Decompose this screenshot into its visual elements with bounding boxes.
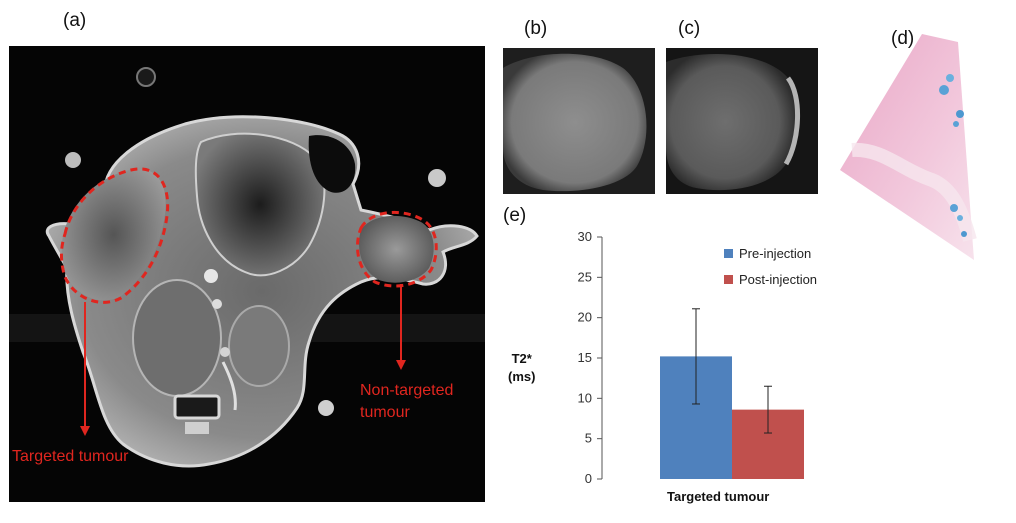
y-tick-label: 30 — [578, 229, 592, 244]
legend-swatch-post — [724, 275, 733, 284]
mri-closeup-pre — [503, 48, 655, 194]
legend-item-post-injection: Post-injection — [724, 272, 817, 287]
y-tick-label: 25 — [578, 269, 592, 284]
panel-label-b: (b) — [524, 18, 548, 39]
y-tick-label: 5 — [585, 431, 592, 446]
mri-closeup-post-drawing — [666, 48, 818, 194]
y-tick-label: 0 — [585, 471, 592, 486]
x-category-label: Targeted tumour — [667, 489, 770, 504]
histology-section-image — [832, 30, 1012, 260]
y-axis-title: T2* (ms) — [508, 350, 535, 386]
mri-axial-image — [9, 46, 485, 502]
mri-axial-drawing — [9, 67, 485, 468]
legend-swatch-pre — [724, 249, 733, 258]
legend-item-pre-injection: Pre-injection — [724, 246, 811, 261]
y-axis-title-line1: T2* — [511, 351, 532, 366]
y-axis-title-line2: (ms) — [508, 369, 536, 384]
y-tick-label: 15 — [578, 350, 592, 365]
panel-label-c: (c) — [678, 18, 701, 39]
mri-closeup-post — [666, 48, 818, 194]
panel-label-e: (e) — [503, 205, 527, 226]
legend-label-post: Post-injection — [739, 272, 818, 287]
t2star-bar-chart: 0 5 10 15 20 25 30 — [578, 229, 804, 486]
panel-label-d: (d) — [891, 28, 915, 49]
histology-drawing — [840, 34, 977, 260]
panel-label-a: (a) — [63, 10, 87, 31]
legend-label-pre: Pre-injection — [739, 246, 812, 261]
annotation-non-targeted-line2: tumour — [360, 404, 410, 421]
annotation-non-targeted-line1: Non-targeted — [360, 382, 454, 399]
mri-closeup-pre-drawing — [503, 48, 655, 194]
y-tick-label: 20 — [578, 310, 592, 325]
y-tick-label: 10 — [578, 390, 592, 405]
annotation-targeted-tumour: Targeted tumour — [12, 448, 129, 465]
